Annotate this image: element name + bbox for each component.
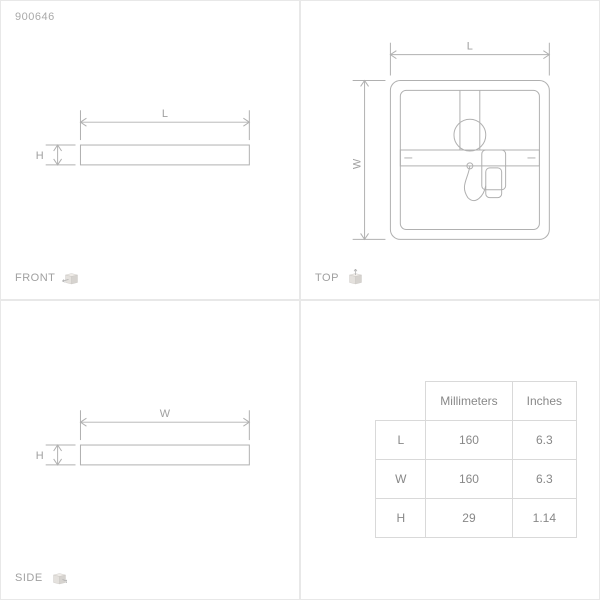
row-mm: 160 [426, 460, 512, 499]
front-dim-h: H [36, 150, 44, 162]
quad-front: 900646 L [0, 0, 300, 300]
dimensions-table: Millimeters Inches L 160 6.3 W 160 6.3 H… [375, 381, 577, 538]
quad-side: W H SIDE [0, 300, 300, 600]
table-row: Millimeters Inches [376, 382, 577, 421]
top-view-label: TOP [315, 269, 363, 287]
row-in: 6.3 [512, 460, 576, 499]
side-dim-w: W [160, 408, 171, 420]
row-mm: 160 [426, 421, 512, 460]
row-in: 1.14 [512, 499, 576, 538]
table-row: W 160 6.3 [376, 460, 577, 499]
table-row: H 29 1.14 [376, 499, 577, 538]
side-view-label: SIDE [15, 569, 67, 587]
row-mm: 29 [426, 499, 512, 538]
top-dim-w: W [352, 158, 364, 169]
row-label: W [376, 460, 426, 499]
row-in: 6.3 [512, 421, 576, 460]
front-drawing: L H [1, 1, 299, 299]
side-view-text: SIDE [15, 572, 43, 584]
side-drawing: W H [1, 301, 299, 599]
top-drawing: L W [301, 1, 599, 299]
cube-icon [61, 269, 79, 287]
cube-icon [49, 569, 67, 587]
table-corner [376, 382, 426, 421]
side-dim-h: H [36, 450, 44, 462]
quad-top: L W TOP [300, 0, 600, 300]
front-view-text: FRONT [15, 272, 55, 284]
front-dim-l: L [162, 108, 168, 120]
row-label: H [376, 499, 426, 538]
cube-icon [345, 269, 363, 287]
row-label: L [376, 421, 426, 460]
table-row: L 160 6.3 [376, 421, 577, 460]
quad-table: Millimeters Inches L 160 6.3 W 160 6.3 H… [300, 300, 600, 600]
top-dim-l: L [467, 41, 473, 53]
top-view-text: TOP [315, 272, 339, 284]
header-in: Inches [512, 382, 576, 421]
header-mm: Millimeters [426, 382, 512, 421]
front-view-label: FRONT [15, 269, 79, 287]
